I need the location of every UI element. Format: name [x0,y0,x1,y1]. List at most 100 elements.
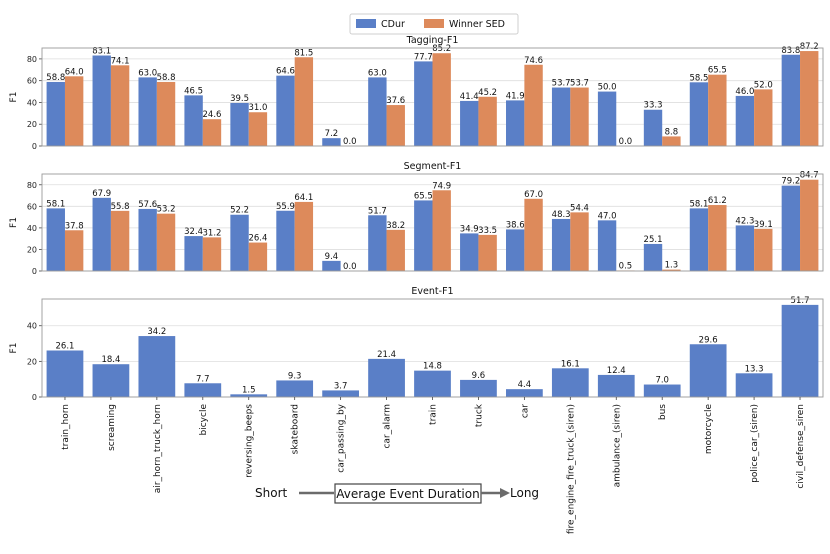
data-label: 52.2 [230,206,249,216]
legend-swatch-winner-sed [424,19,444,28]
data-label: 0.0 [343,137,357,147]
data-label: 12.4 [607,366,626,376]
duration-annotation: Short Average Event Duration Long [255,483,539,504]
bar-winner-sed-fire-engine-fire-truck-siren [570,212,589,271]
data-label: 7.2 [325,129,339,139]
y-axis-label: F1 [9,343,19,354]
category-label-reversing-beeps: reversing_beeps [245,404,255,478]
category-label-skateboard: skateboard [291,404,301,454]
data-label: 58.1 [46,199,65,209]
data-label: 67.0 [524,190,543,200]
bar-cdur-car [506,229,525,271]
data-label: 9.6 [472,371,486,381]
data-label: 24.6 [203,110,222,120]
data-label: 67.9 [92,189,111,199]
data-label: 32.4 [184,227,203,237]
bar-winner-sed-motorcycle [708,205,727,271]
data-label: 4.4 [518,380,532,390]
bar-cdur-fire-engine-fire-truck-siren [551,87,571,146]
bar-cdur-car-passing-by [322,390,359,397]
data-label: 85.2 [432,44,451,54]
panel-frame [41,173,824,272]
category-label-screaming: screaming [107,404,117,451]
data-label: 42.3 [735,216,754,226]
bar-cdur-skateboard [276,75,295,146]
data-label: 39.5 [230,94,249,104]
bar-cdur-reversing-beeps [230,214,249,271]
category-label-air-horn-truck-horn: air_horn_truck_horn [153,404,163,493]
category-label-bus: bus [658,404,668,420]
bar-winner-sed-air-horn-truck-horn [156,213,176,271]
panel-title: Segment-F1 [404,161,462,172]
data-label: 14.8 [423,362,442,372]
data-label: 77.7 [414,52,433,62]
bar-cdur-civil-defense-siren [781,304,819,397]
bar-winner-sed-bus [662,136,681,146]
category-label-civil-defense-siren: civil_defense_siren [796,404,806,489]
category-label-bicycle: bicycle [199,404,209,436]
bar-winner-sed-train [432,53,451,147]
y-tick-label: 80 [27,181,37,190]
data-label: 0.0 [343,262,357,272]
data-label: 55.8 [111,202,130,212]
data-label: 21.4 [377,350,396,360]
data-label: 46.0 [735,87,754,97]
bar-cdur-train [414,200,433,271]
bar-cdur-train-horn [46,81,65,146]
y-axis-label: F1 [9,92,19,103]
data-label: 65.5 [414,191,433,201]
bar-cdur-police-car-siren [735,373,773,397]
bar-winner-sed-skateboard [294,201,314,271]
bar-winner-sed-truck [478,234,497,271]
data-label: 38.6 [506,220,525,230]
data-label: 57.6 [138,200,157,210]
bar-cdur-train-horn [46,208,65,271]
bar-cdur-screaming [92,364,130,397]
y-tick-label: 20 [27,120,37,129]
bar-cdur-fire-engine-fire-truck-siren [551,368,589,397]
data-label: 53.2 [157,205,176,215]
data-label: 26.1 [56,341,75,351]
data-label: 65.5 [708,66,727,76]
bar-cdur-car-alarm [368,358,405,397]
legend: CDur Winner SED [349,13,519,35]
bar-winner-sed-screaming [110,210,130,271]
data-label: 1.5 [242,385,256,395]
data-label: 64.0 [65,67,84,77]
data-label: 64.6 [276,67,295,77]
data-label: 41.9 [506,91,525,101]
data-label: 64.1 [294,193,313,203]
bar-cdur-truck [460,233,479,271]
data-label: 33.3 [644,101,663,111]
data-label: 18.4 [101,355,120,365]
bar-cdur-train [414,370,451,397]
data-label: 58.8 [46,73,65,83]
data-label: 31.0 [248,103,267,113]
bar-cdur-police-car-siren [735,225,755,271]
bar-cdur-motorcycle [689,344,727,397]
bar-winner-sed-fire-engine-fire-truck-siren [570,87,589,146]
data-label: 79.2 [781,177,800,187]
bar-winner-sed-bicycle [202,119,222,146]
category-label-ambulance-siren: ambulance_(siren) [612,404,622,487]
data-label: 33.5 [478,226,497,236]
data-label: 48.3 [552,210,571,220]
data-label: 51.7 [368,206,387,216]
bar-winner-sed-motorcycle [708,74,727,146]
bar-cdur-bus [643,109,663,146]
bar-winner-sed-civil-defense-siren [800,51,819,146]
bar-cdur-screaming [92,55,111,147]
bar-winner-sed-civil-defense-siren [800,179,819,271]
data-label: 8.8 [665,127,679,137]
bar-cdur-bus [643,243,663,271]
y-tick-label: 0 [32,393,37,402]
bar-winner-sed-reversing-beeps [248,242,268,271]
data-label: 37.6 [386,96,405,106]
data-label: 55.9 [276,202,295,212]
duration-arrow-head [500,488,510,498]
panel-title: Event-F1 [411,286,453,297]
data-label: 83.1 [92,47,111,57]
data-label: 53.7 [552,79,571,89]
data-label: 61.2 [708,196,727,206]
